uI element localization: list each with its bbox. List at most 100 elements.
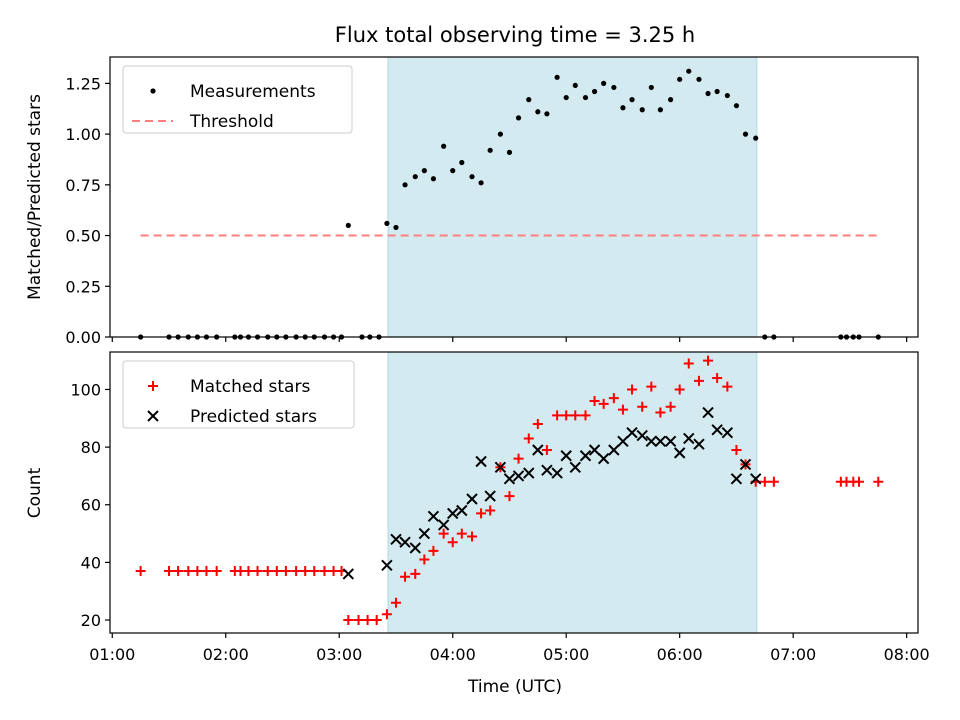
data-point (657, 107, 663, 113)
data-point (627, 384, 638, 395)
y-tick-label: 80 (81, 438, 101, 457)
data-point (438, 528, 449, 539)
data-point (637, 401, 648, 412)
data-point (262, 566, 273, 577)
data-point (589, 395, 600, 406)
x-axis-label: Time (UTC) (467, 677, 562, 697)
data-point (721, 426, 734, 439)
y-tick-label: 40 (81, 553, 101, 572)
data-point (309, 566, 320, 577)
top-panel: 0.00 0.25 0.50 0.75 1.00 1.25 Measurements Thre… (65, 56, 919, 347)
data-point (601, 80, 607, 86)
x-tick-label: 06:00 (657, 645, 703, 664)
data-point (478, 180, 484, 186)
data-point (873, 476, 884, 487)
data-point (552, 410, 563, 421)
bottom-panel: 20 40 60 80 100 01:00 02:00 03:00 04:00 05:00 06:0… (70, 351, 930, 664)
y-tick-label: 20 (81, 611, 101, 630)
data-point (526, 97, 532, 103)
top-observing-window (387, 56, 758, 338)
data-point (639, 107, 645, 113)
data-point (753, 135, 759, 141)
data-point (393, 224, 399, 231)
data-point (636, 429, 648, 442)
legend-label: Matched stars (190, 377, 310, 397)
legend-label: Measurements (190, 82, 316, 102)
data-point (750, 473, 762, 485)
data-point (554, 74, 560, 80)
data-point (201, 566, 212, 577)
data-point (588, 444, 601, 456)
data-point (598, 398, 609, 409)
data-point (674, 384, 685, 395)
data-point (319, 566, 330, 577)
legend-label: Predicted stars (190, 407, 317, 427)
data-point (541, 444, 552, 455)
data-point (476, 508, 487, 519)
data-point (608, 393, 619, 404)
x-tick-label: 08:00 (884, 645, 930, 664)
data-point (563, 94, 569, 101)
data-point (597, 452, 610, 465)
data-point (654, 435, 667, 448)
data-point (570, 410, 581, 421)
data-point (410, 568, 421, 579)
x-tick-label: 07:00 (770, 645, 816, 664)
x-tick-label: 05:00 (543, 645, 589, 664)
y-tick-label: 60 (81, 496, 101, 515)
data-point (560, 450, 572, 462)
legend-box (122, 360, 355, 429)
data-point (504, 491, 515, 502)
data-point (608, 444, 620, 456)
data-point (532, 444, 544, 456)
data-point (345, 222, 351, 229)
bottom-observing-window (387, 351, 758, 634)
bottom-y-axis-label: Count (25, 467, 45, 518)
data-point (703, 355, 714, 366)
data-point (617, 404, 628, 415)
data-point (173, 566, 184, 577)
data-point (418, 527, 431, 540)
legend-swatch (147, 410, 159, 422)
data-point (384, 220, 390, 226)
data-point (503, 473, 516, 485)
bottom-series-matched-stars (135, 355, 884, 626)
data-point (447, 507, 459, 520)
data-point (544, 111, 550, 117)
data-point (617, 435, 629, 448)
data-point (523, 433, 534, 444)
data-point (686, 68, 692, 74)
data-point (673, 447, 686, 459)
data-point (759, 476, 770, 487)
data-point (722, 381, 733, 392)
data-point (390, 597, 401, 608)
data-point (164, 566, 175, 577)
data-point (428, 545, 439, 556)
y-tick-label: 0.25 (65, 277, 101, 296)
data-point (300, 566, 311, 577)
data-point (243, 566, 254, 577)
data-point (437, 519, 450, 531)
data-point (427, 510, 440, 522)
data-point (513, 453, 524, 464)
data-point (611, 84, 617, 91)
data-point (456, 528, 467, 539)
data-point (648, 84, 654, 91)
data-point (390, 533, 402, 546)
legend-swatch (148, 381, 158, 391)
data-point (487, 147, 493, 153)
y-tick-label: 1.00 (65, 125, 101, 144)
data-point (683, 358, 694, 369)
data-point (739, 458, 752, 471)
data-point (192, 566, 203, 577)
data-point (645, 435, 658, 448)
y-tick-label: 1.25 (65, 74, 101, 93)
data-point (475, 455, 487, 468)
data-point (419, 554, 430, 565)
data-point (421, 168, 427, 174)
data-point (400, 571, 411, 582)
data-point (582, 94, 589, 101)
data-point (381, 559, 393, 571)
bottom-series-predicted-stars (342, 406, 762, 580)
